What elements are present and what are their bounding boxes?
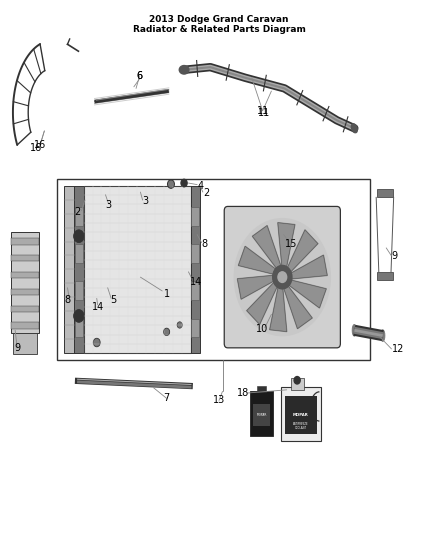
Bar <box>75 319 83 337</box>
Bar <box>64 185 75 353</box>
FancyBboxPatch shape <box>291 378 304 390</box>
Text: 11: 11 <box>257 106 269 116</box>
Text: 12: 12 <box>392 344 404 354</box>
Polygon shape <box>284 286 312 329</box>
Bar <box>254 403 270 426</box>
Bar <box>191 207 199 225</box>
Text: 14: 14 <box>190 278 202 287</box>
Text: 6: 6 <box>137 71 143 81</box>
Text: 1: 1 <box>163 288 170 298</box>
Circle shape <box>74 230 84 243</box>
Text: ANTIFREEZE
COOLANT: ANTIFREEZE COOLANT <box>293 422 309 430</box>
Polygon shape <box>237 276 273 299</box>
Polygon shape <box>278 223 295 266</box>
Bar <box>191 185 200 353</box>
FancyBboxPatch shape <box>13 333 37 354</box>
FancyBboxPatch shape <box>224 206 340 348</box>
Text: 5: 5 <box>110 295 117 305</box>
Circle shape <box>163 328 170 336</box>
Circle shape <box>167 180 174 188</box>
Circle shape <box>93 338 100 347</box>
Polygon shape <box>252 225 281 268</box>
Bar <box>11 255 39 262</box>
Text: 16: 16 <box>30 143 42 153</box>
Text: 2013 Dodge Grand Caravan: 2013 Dodge Grand Caravan <box>149 15 289 24</box>
Text: MOPAR: MOPAR <box>293 414 309 417</box>
Bar <box>75 244 83 263</box>
Text: 3: 3 <box>106 200 112 210</box>
Text: 14: 14 <box>92 302 104 312</box>
Text: 3: 3 <box>143 196 149 206</box>
Polygon shape <box>238 246 276 274</box>
Bar <box>258 386 266 392</box>
Bar <box>11 289 39 295</box>
FancyBboxPatch shape <box>11 232 39 333</box>
Bar <box>285 395 317 434</box>
Text: 13: 13 <box>213 395 225 406</box>
Text: 7: 7 <box>163 393 170 403</box>
Bar <box>11 322 39 329</box>
Bar <box>11 272 39 278</box>
Bar <box>84 185 191 353</box>
Text: 4: 4 <box>198 181 204 191</box>
Text: Radiator & Related Parts Diagram: Radiator & Related Parts Diagram <box>133 26 305 35</box>
Text: 6: 6 <box>137 71 143 81</box>
Circle shape <box>181 179 187 187</box>
Circle shape <box>74 310 84 322</box>
Polygon shape <box>270 288 287 332</box>
Text: 2: 2 <box>203 188 209 198</box>
Circle shape <box>294 376 300 384</box>
Polygon shape <box>289 280 326 308</box>
Bar <box>377 272 393 280</box>
Bar <box>191 319 199 337</box>
Ellipse shape <box>352 325 357 336</box>
Circle shape <box>234 219 330 336</box>
Text: MOPAR: MOPAR <box>256 413 267 417</box>
Bar <box>57 179 370 360</box>
Text: 9: 9 <box>392 251 398 261</box>
Text: 16: 16 <box>34 140 46 150</box>
Bar <box>191 281 199 300</box>
Text: 11: 11 <box>258 108 270 118</box>
Bar <box>377 189 393 197</box>
Circle shape <box>273 265 292 289</box>
Text: 15: 15 <box>285 239 298 248</box>
Bar <box>191 244 199 263</box>
Circle shape <box>278 272 287 282</box>
Bar <box>74 185 84 353</box>
Polygon shape <box>291 255 327 279</box>
Circle shape <box>177 322 182 328</box>
Polygon shape <box>247 282 277 325</box>
Polygon shape <box>288 230 318 272</box>
Ellipse shape <box>179 66 189 74</box>
Text: 18: 18 <box>237 388 249 398</box>
Bar <box>75 281 83 300</box>
Text: 8: 8 <box>201 239 207 249</box>
Text: 2: 2 <box>74 207 80 217</box>
Text: 8: 8 <box>64 295 70 305</box>
FancyBboxPatch shape <box>281 386 321 441</box>
Text: 9: 9 <box>14 343 20 353</box>
Bar <box>11 238 39 245</box>
Ellipse shape <box>381 330 385 342</box>
Ellipse shape <box>351 124 357 133</box>
FancyBboxPatch shape <box>251 391 273 435</box>
Bar <box>75 207 83 225</box>
Bar <box>11 305 39 312</box>
Text: 10: 10 <box>256 324 268 334</box>
